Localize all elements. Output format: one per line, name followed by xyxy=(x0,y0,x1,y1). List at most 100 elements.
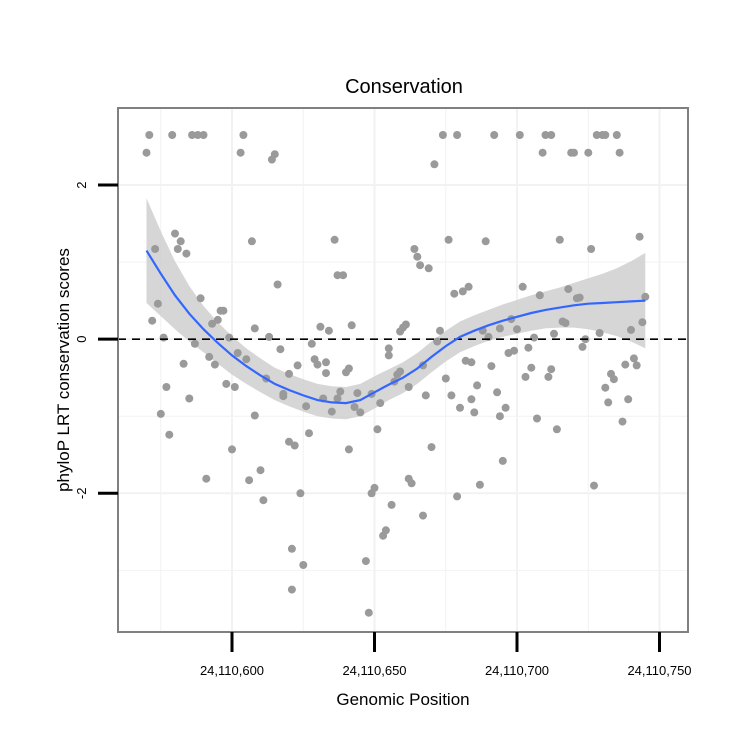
data-point xyxy=(510,346,519,355)
data-point xyxy=(230,383,239,391)
data-point xyxy=(490,131,499,139)
data-point xyxy=(495,324,504,333)
data-point xyxy=(250,324,259,333)
data-point xyxy=(273,280,282,289)
data-point xyxy=(162,383,171,391)
data-point xyxy=(592,131,601,139)
data-point xyxy=(456,403,464,412)
data-point xyxy=(287,585,296,594)
data-point xyxy=(153,299,162,308)
data-point xyxy=(290,441,299,450)
data-point xyxy=(541,131,550,139)
data-point xyxy=(322,358,330,367)
data-point xyxy=(624,395,633,404)
data-point xyxy=(173,245,182,253)
data-point xyxy=(233,349,242,357)
data-point xyxy=(473,381,482,390)
data-point xyxy=(285,437,293,446)
data-point xyxy=(550,329,558,338)
data-point xyxy=(376,399,385,408)
y-tick-label: 2 xyxy=(74,181,89,188)
data-point xyxy=(578,342,587,351)
data-point xyxy=(635,232,644,241)
data-point xyxy=(498,456,507,465)
smooth-line-layer xyxy=(145,250,646,405)
data-point xyxy=(333,394,342,403)
data-point xyxy=(159,333,168,342)
data-point xyxy=(584,148,593,157)
data-point xyxy=(353,389,362,398)
data-point xyxy=(316,322,325,331)
data-point xyxy=(208,319,217,328)
data-point xyxy=(416,261,425,270)
y-tick-label: -2 xyxy=(74,488,89,500)
data-point xyxy=(493,388,502,397)
data-point xyxy=(612,131,621,139)
data-point xyxy=(450,289,459,298)
data-point xyxy=(236,148,245,157)
chart-title: Conservation xyxy=(345,76,463,98)
data-point xyxy=(410,245,419,253)
y-axis-label: phyloP LRT conservation scores xyxy=(54,248,73,492)
data-point xyxy=(590,481,598,490)
x-axis: 24,110,600 24,110,650 24,110,700 24,110,750 xyxy=(200,632,692,678)
data-point xyxy=(419,511,427,520)
data-point xyxy=(632,361,641,370)
data-point xyxy=(168,131,177,139)
data-point xyxy=(518,282,527,291)
data-point xyxy=(404,383,413,391)
data-point xyxy=(547,365,556,374)
data-point xyxy=(279,389,288,398)
data-point xyxy=(501,403,510,412)
x-tick-label: 24,110,650 xyxy=(342,663,406,678)
data-point xyxy=(324,326,333,335)
data-point xyxy=(444,235,453,244)
smooth-trend-line xyxy=(145,250,646,405)
data-point xyxy=(156,409,165,418)
data-point xyxy=(193,131,202,139)
data-point xyxy=(433,337,442,346)
data-point xyxy=(336,387,345,396)
y-axis: -2 0 2 xyxy=(74,181,118,499)
data-point xyxy=(202,474,211,483)
data-point xyxy=(587,245,596,253)
data-point xyxy=(302,402,311,411)
data-point xyxy=(384,344,393,353)
data-point xyxy=(421,391,430,400)
data-point xyxy=(413,252,422,261)
data-point xyxy=(441,374,450,383)
data-point xyxy=(364,608,373,617)
data-point xyxy=(530,333,539,342)
data-point xyxy=(171,229,179,238)
data-point xyxy=(515,131,524,139)
x-tick-label: 24,110,600 xyxy=(200,663,264,678)
data-point xyxy=(615,148,624,157)
data-point xyxy=(199,131,208,139)
data-point xyxy=(535,291,544,300)
data-point xyxy=(387,500,396,509)
data-point xyxy=(538,148,547,157)
data-point xyxy=(384,351,393,360)
data-point xyxy=(629,354,638,363)
data-point xyxy=(344,445,353,454)
data-point xyxy=(256,466,265,475)
data-point xyxy=(570,148,578,157)
data-point xyxy=(467,395,476,404)
data-point xyxy=(424,264,433,273)
data-point xyxy=(638,318,647,327)
data-point xyxy=(190,339,199,348)
data-point xyxy=(401,320,410,329)
data-point xyxy=(595,329,604,337)
data-point xyxy=(458,287,467,296)
data-point xyxy=(242,355,251,364)
data-point xyxy=(427,443,436,452)
data-point xyxy=(225,333,234,342)
data-point xyxy=(350,403,359,411)
data-point xyxy=(285,369,293,378)
data-point xyxy=(333,271,342,280)
data-point xyxy=(604,398,613,407)
data-point xyxy=(453,131,462,139)
data-point xyxy=(621,360,630,369)
data-point xyxy=(305,429,313,438)
data-point xyxy=(609,375,618,384)
